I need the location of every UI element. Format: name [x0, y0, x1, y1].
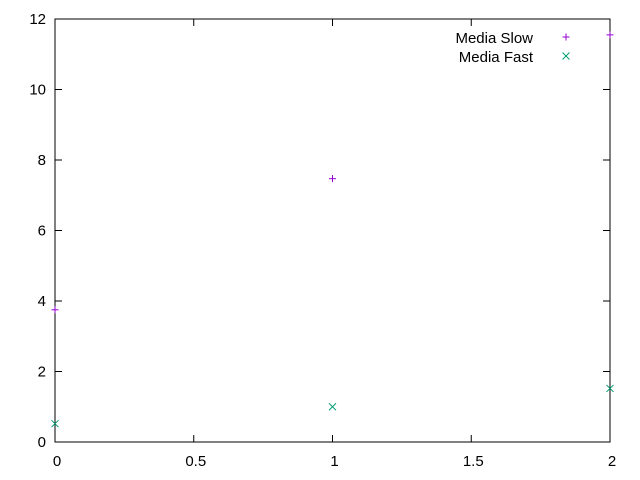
data-point [329, 175, 336, 183]
x-tick-label: 0 [53, 453, 61, 470]
y-tick-label: 4 [38, 293, 46, 310]
y-tick-label: 6 [38, 223, 46, 240]
y-tick-label: 10 [29, 82, 46, 99]
x-tick-label: 1 [330, 453, 338, 470]
x-tick-label: 2 [608, 453, 616, 470]
x-tick-label: 1.5 [463, 453, 484, 470]
legend-marker-media-fast [562, 52, 570, 60]
data-point [606, 384, 614, 393]
y-tick-label: 2 [38, 364, 46, 381]
data-point [606, 31, 614, 39]
legend-label-media-fast: Media Fast [459, 49, 534, 66]
y-axis: 0 2 4 6 8 10 12 [29, 11, 610, 451]
data-point [51, 419, 59, 428]
data-point [328, 402, 337, 411]
x-tick-label: 0.5 [185, 453, 206, 470]
legend-marker-media-slow [562, 33, 570, 41]
legend: Media Slow Media Fast [455, 30, 570, 66]
y-tick-label: 12 [29, 11, 46, 28]
data-point [51, 306, 59, 314]
y-tick-label: 0 [38, 434, 46, 451]
x-axis: 0 0.5 1 1.5 2 [53, 19, 616, 470]
legend-label-media-slow: Media Slow [455, 30, 533, 47]
series-media-slow [51, 31, 614, 314]
y-tick-label: 8 [38, 152, 46, 169]
series-media-fast [51, 384, 614, 428]
